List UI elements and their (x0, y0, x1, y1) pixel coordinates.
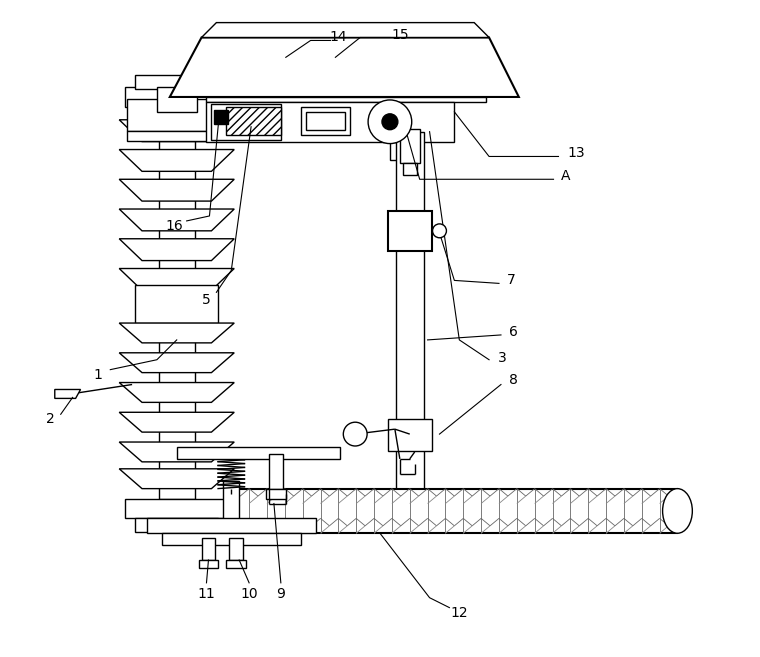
Text: 7: 7 (506, 273, 515, 287)
Polygon shape (119, 179, 234, 201)
Bar (177, 447, 340, 459)
Polygon shape (119, 469, 234, 489)
Bar (403, 164, 416, 175)
Bar (375, 110, 389, 124)
Polygon shape (169, 37, 519, 97)
Bar (266, 489, 286, 499)
Polygon shape (119, 120, 234, 142)
Bar (390, 131, 410, 160)
Bar (162, 533, 301, 545)
Polygon shape (119, 413, 234, 432)
Bar (214, 110, 228, 124)
Text: 11: 11 (198, 587, 215, 600)
Text: 6: 6 (509, 325, 518, 339)
Bar (400, 160, 410, 172)
Text: 14: 14 (330, 30, 347, 45)
Bar (147, 518, 315, 533)
Bar (400, 129, 420, 164)
Text: 8: 8 (509, 373, 518, 386)
Bar (125, 499, 228, 518)
Circle shape (382, 114, 397, 129)
Text: 2: 2 (46, 412, 55, 426)
Bar (388, 211, 432, 251)
Bar (230, 538, 243, 560)
Text: 3: 3 (498, 351, 506, 365)
Text: 13: 13 (568, 147, 585, 160)
Text: A: A (561, 170, 570, 183)
Bar (157, 87, 197, 112)
Text: 16: 16 (166, 219, 184, 233)
Bar (135, 518, 218, 532)
Bar (388, 419, 432, 451)
Circle shape (432, 224, 446, 238)
Bar (135, 75, 218, 89)
Text: 9: 9 (277, 587, 285, 600)
Text: 10: 10 (240, 587, 258, 600)
Bar (211, 104, 281, 139)
Polygon shape (119, 382, 234, 402)
Polygon shape (119, 269, 234, 290)
Polygon shape (119, 209, 234, 231)
Text: 12: 12 (451, 606, 468, 620)
Bar (301, 107, 350, 135)
Bar (159, 107, 195, 499)
Circle shape (344, 422, 367, 446)
Ellipse shape (663, 489, 692, 533)
Polygon shape (119, 442, 234, 462)
Bar (396, 131, 423, 528)
Bar (127, 99, 415, 131)
Bar (269, 454, 283, 489)
Bar (207, 97, 486, 102)
Polygon shape (119, 323, 234, 343)
Bar (306, 112, 345, 129)
Text: 1: 1 (93, 368, 102, 382)
Bar (223, 481, 239, 541)
Polygon shape (119, 353, 234, 373)
Bar (127, 131, 415, 141)
Bar (135, 285, 218, 323)
Bar (201, 538, 215, 560)
Bar (226, 107, 281, 135)
Polygon shape (55, 390, 81, 398)
Circle shape (368, 100, 412, 144)
Bar (125, 87, 228, 107)
Text: 15: 15 (391, 28, 409, 41)
Polygon shape (119, 238, 234, 261)
Bar (226, 560, 246, 568)
Bar (198, 560, 218, 568)
Polygon shape (119, 150, 234, 171)
Polygon shape (201, 22, 489, 37)
Text: 5: 5 (202, 293, 211, 307)
Bar (207, 102, 454, 142)
Bar (231, 489, 677, 533)
